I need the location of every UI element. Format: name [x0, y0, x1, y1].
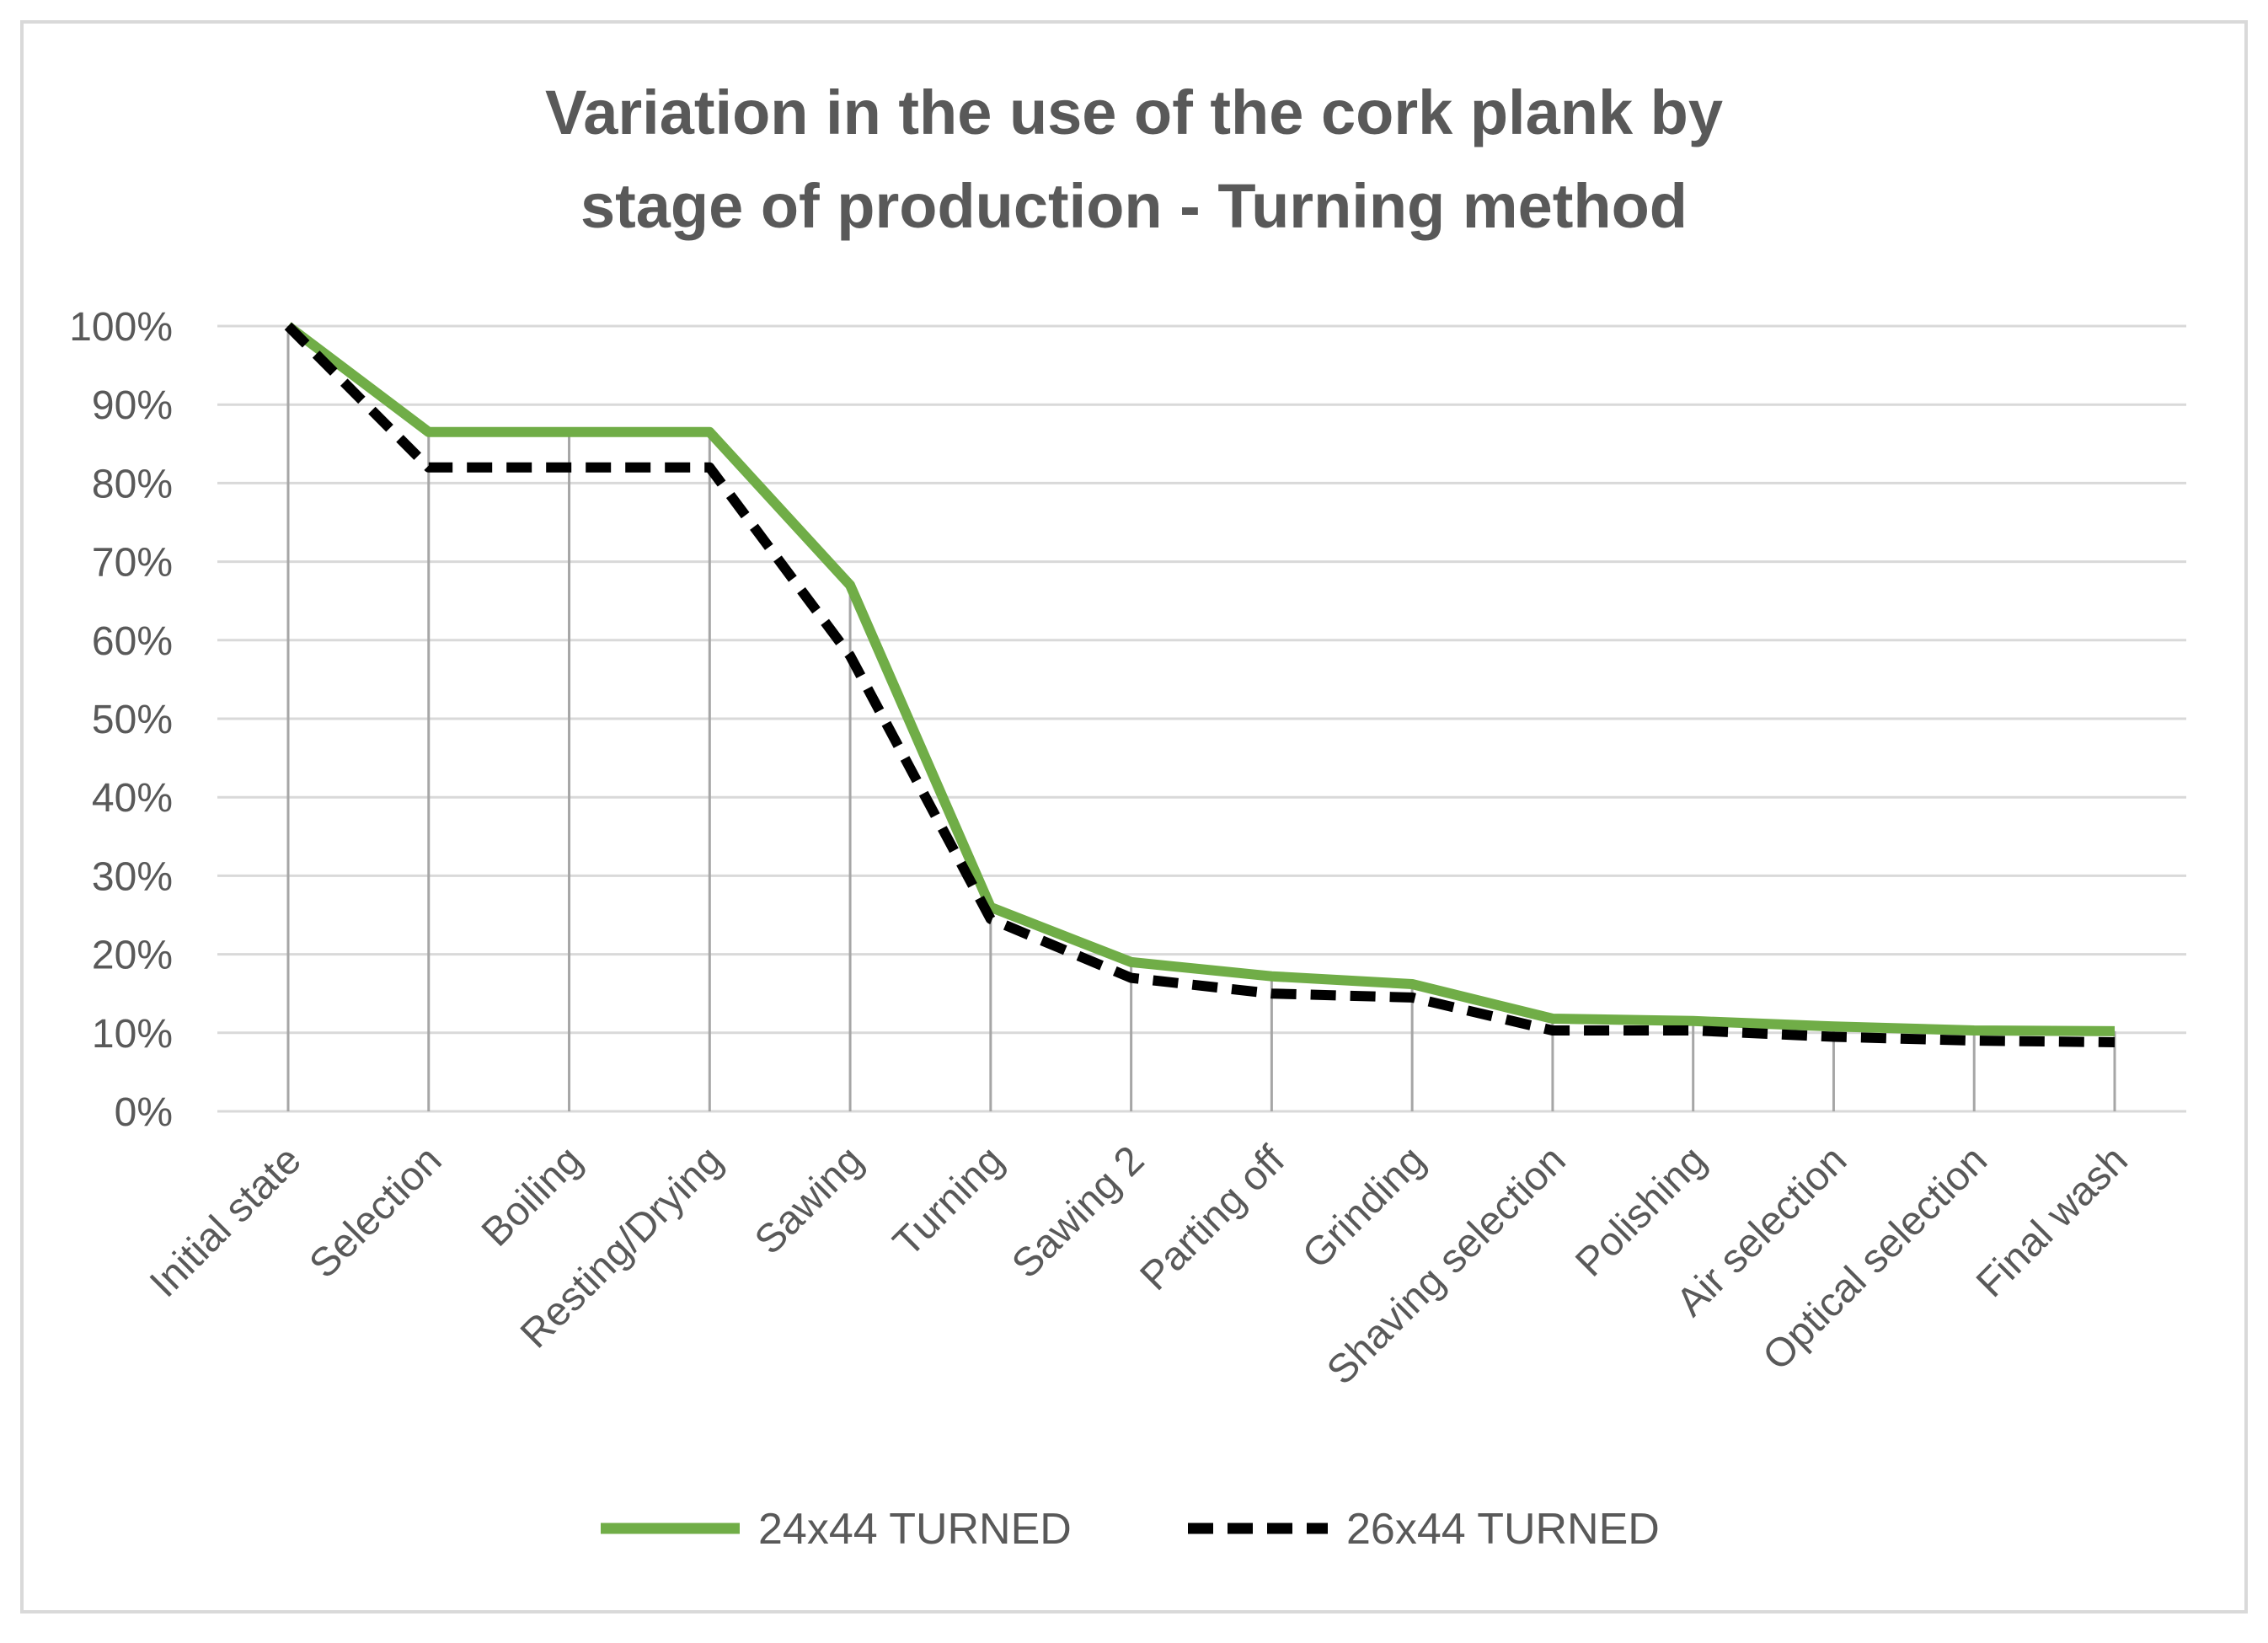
legend: 24x44 TURNED 26x44 TURNED — [601, 1505, 1660, 1554]
y-tick-label: 0% — [115, 1090, 173, 1135]
series-line-24x44-turned — [285, 322, 2116, 1036]
legend-label-26x44: 26x44 TURNED — [1346, 1505, 1660, 1554]
chart-border — [20, 20, 2248, 1614]
y-tick-label: 50% — [92, 698, 173, 742]
y-tick-label: 40% — [92, 776, 173, 821]
y-tick-label: 10% — [92, 1012, 173, 1057]
chart-title-line-1: Variation in the use of the cork plank b… — [545, 78, 1723, 147]
series-lines — [284, 322, 2116, 1047]
y-tick-label: 30% — [92, 854, 173, 899]
chart-title-line-2: stage of production - Turning method — [580, 171, 1688, 241]
y-axis-labels: 0% 10% 20% 30% 40% 50% 60% 70% 80% 90% 100% — [69, 305, 173, 1135]
y-tick-label: 90% — [92, 383, 173, 428]
y-tick-label: 20% — [92, 934, 173, 978]
y-tick-label: 60% — [92, 619, 173, 664]
series-line-26x44-turned — [284, 322, 2116, 1047]
y-tick-label: 70% — [92, 541, 173, 586]
gridlines — [217, 324, 2186, 1113]
y-tick-label: 80% — [92, 462, 173, 506]
drop-lines — [286, 326, 2116, 1111]
legend-label-24x44: 24x44 TURNED — [758, 1505, 1072, 1554]
y-tick-label: 100% — [69, 305, 173, 350]
